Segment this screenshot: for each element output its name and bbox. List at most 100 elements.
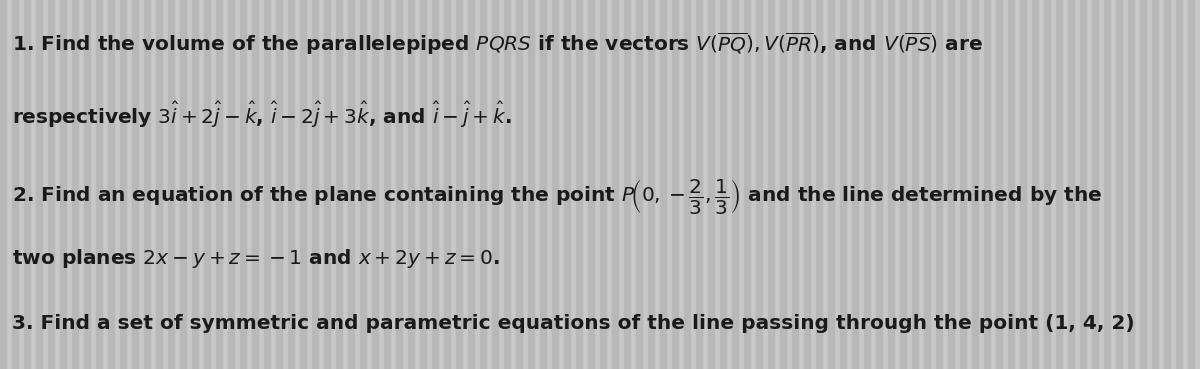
Bar [816, 0, 822, 369]
Bar [552, 0, 558, 369]
Bar [504, 0, 510, 369]
Bar [588, 0, 594, 369]
Bar [312, 0, 318, 369]
Text: respectively $3\hat{i} + 2\hat{j} - \hat{k}$, $\hat{i} - 2\hat{j} + 3\hat{k}$, a: respectively $3\hat{i} + 2\hat{j} - \hat… [12, 100, 512, 130]
Bar [1116, 0, 1122, 369]
Bar [672, 0, 678, 369]
Bar [408, 0, 414, 369]
Bar [1128, 0, 1134, 369]
Bar [348, 0, 354, 369]
Bar [636, 0, 642, 369]
Bar [120, 0, 126, 369]
Bar [156, 0, 162, 369]
Bar [1068, 0, 1074, 369]
Bar [216, 0, 222, 369]
Bar [324, 0, 330, 369]
Bar [36, 0, 42, 369]
Bar [336, 0, 342, 369]
Bar [996, 0, 1002, 369]
Bar [684, 0, 690, 369]
Bar [12, 0, 18, 369]
Bar [900, 0, 906, 369]
Bar [264, 0, 270, 369]
Bar [300, 0, 306, 369]
Bar [492, 0, 498, 369]
Bar [1152, 0, 1158, 369]
Bar [204, 0, 210, 369]
Bar [480, 0, 486, 369]
Bar [228, 0, 234, 369]
Bar [936, 0, 942, 369]
Bar [456, 0, 462, 369]
Bar [132, 0, 138, 369]
Bar [960, 0, 966, 369]
Bar [828, 0, 834, 369]
Bar [528, 0, 534, 369]
Bar [540, 0, 546, 369]
Bar [888, 0, 894, 369]
Bar [384, 0, 390, 369]
Bar [96, 0, 102, 369]
Bar [1056, 0, 1062, 369]
Bar [756, 0, 762, 369]
Bar [984, 0, 990, 369]
Bar [804, 0, 810, 369]
Bar [516, 0, 522, 369]
Bar [1188, 0, 1194, 369]
Text: 1. Find the volume of the parallelepiped $\mathit{PQRS}$ if the vectors $V(\over: 1. Find the volume of the parallelepiped… [12, 30, 983, 56]
Bar [1008, 0, 1014, 369]
Bar [768, 0, 774, 369]
Bar [468, 0, 474, 369]
Bar [60, 0, 66, 369]
Bar [24, 0, 30, 369]
Bar [696, 0, 702, 369]
Bar [168, 0, 174, 369]
Bar [564, 0, 570, 369]
Bar [288, 0, 294, 369]
Bar [1176, 0, 1182, 369]
Bar [1032, 0, 1038, 369]
Bar [780, 0, 786, 369]
Bar [792, 0, 798, 369]
Bar [1140, 0, 1146, 369]
Bar [732, 0, 738, 369]
Bar [240, 0, 246, 369]
Bar [576, 0, 582, 369]
Text: two planes $2x - y + z = -1$ and $x + 2y + z = 0$.: two planes $2x - y + z = -1$ and $x + 2y… [12, 247, 499, 270]
Bar [1044, 0, 1050, 369]
Bar [192, 0, 198, 369]
Bar [252, 0, 258, 369]
Bar [720, 0, 726, 369]
Bar [144, 0, 150, 369]
Bar [372, 0, 378, 369]
Text: 2. Find an equation of the plane containing the point $P\!\left(0,-\dfrac{2}{3},: 2. Find an equation of the plane contain… [12, 177, 1103, 216]
Bar [432, 0, 438, 369]
Bar [744, 0, 750, 369]
Text: 3. Find a set of symmetric and parametric equations of the line passing through : 3. Find a set of symmetric and parametri… [12, 314, 1135, 332]
Bar [276, 0, 282, 369]
Bar [1020, 0, 1026, 369]
Bar [420, 0, 426, 369]
Bar [360, 0, 366, 369]
Bar [108, 0, 114, 369]
Bar [48, 0, 54, 369]
Bar [624, 0, 630, 369]
Bar [972, 0, 978, 369]
Bar [852, 0, 858, 369]
Bar [708, 0, 714, 369]
Bar [444, 0, 450, 369]
Bar [924, 0, 930, 369]
Bar [912, 0, 918, 369]
Bar [1092, 0, 1098, 369]
Bar [1080, 0, 1086, 369]
Bar [1164, 0, 1170, 369]
Bar [660, 0, 666, 369]
Bar [1104, 0, 1110, 369]
Bar [612, 0, 618, 369]
Bar [876, 0, 882, 369]
Bar [864, 0, 870, 369]
Bar [84, 0, 90, 369]
Bar [840, 0, 846, 369]
Bar [948, 0, 954, 369]
Bar [72, 0, 78, 369]
